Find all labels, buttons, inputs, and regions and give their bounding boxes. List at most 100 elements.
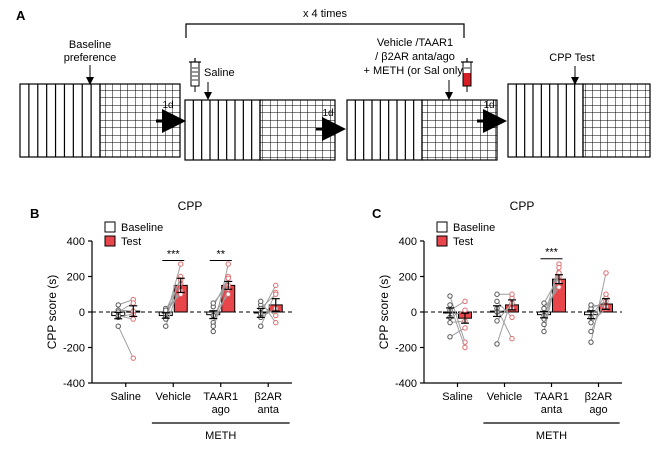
x-tick-label: β2AR	[585, 391, 613, 403]
baseline-point	[494, 341, 500, 347]
y-tick-label: -400	[395, 378, 417, 390]
group-label: METH	[205, 430, 236, 442]
y-tick-label: -200	[395, 343, 417, 355]
x-tick-label: anta	[541, 404, 563, 416]
legend-test-label: Test	[121, 236, 141, 248]
y-tick-label: 0	[79, 307, 85, 319]
panel-c-legend: Baseline Test	[436, 221, 495, 248]
legend-baseline-label: Baseline	[121, 222, 163, 234]
y-tick-label: 200	[399, 272, 417, 284]
paired-line	[165, 279, 182, 311]
test-point	[509, 314, 515, 321]
baseline-point	[447, 334, 453, 340]
chamber-saline	[184, 99, 336, 161]
baseline-point	[541, 321, 547, 328]
x-tick-label: ago	[589, 404, 607, 416]
significance-label: **	[216, 249, 225, 261]
baseline-point	[115, 323, 121, 329]
x-tick-label: TAAR1	[534, 391, 569, 403]
baseline-point	[163, 323, 169, 329]
baseline-point	[588, 339, 594, 345]
baseline-point	[494, 318, 500, 324]
baseline-point	[588, 319, 594, 326]
baseline-label-1: Baseline	[69, 39, 111, 51]
panel-a: A x 4 times Baseline preference 1d	[16, 8, 651, 161]
test-point	[273, 282, 279, 289]
test-point	[130, 355, 136, 361]
y-tick-label: -200	[63, 343, 85, 355]
test-point	[130, 300, 136, 306]
x-tick-label: Saline	[442, 391, 473, 403]
test-point	[130, 316, 136, 322]
baseline-point	[588, 302, 594, 308]
panel-b-ylabel: CPP score (s)	[45, 275, 59, 349]
baseline-point	[163, 307, 169, 313]
baseline-point	[210, 328, 216, 335]
paired-line	[590, 297, 607, 332]
x-tick-label: Vehicle	[156, 391, 191, 403]
baseline-point	[447, 302, 453, 308]
interval-2-label: 1d	[322, 108, 333, 119]
repeat-bracket	[185, 23, 465, 38]
paired-line	[449, 309, 466, 318]
paired-line	[212, 293, 229, 316]
test-point	[603, 270, 609, 276]
baseline-point	[494, 291, 500, 297]
chamber-test	[507, 83, 651, 158]
legend-test-label: Test	[453, 236, 473, 248]
y-tick-label: 200	[67, 272, 85, 284]
treatment-line-1: Vehicle /TAAR1	[377, 37, 453, 49]
significance-label: ***	[545, 247, 559, 259]
test-label: CPP Test	[549, 52, 594, 64]
paired-line	[117, 325, 134, 359]
test-point	[178, 261, 184, 267]
y-tick-label: 400	[399, 236, 417, 248]
interval-3-label: 1d	[483, 100, 494, 111]
test-point	[462, 344, 468, 351]
legend-test-swatch	[104, 235, 116, 247]
legend-baseline-label: Baseline	[453, 222, 495, 234]
test-point	[603, 291, 609, 297]
test-point	[509, 291, 515, 297]
legend-baseline-swatch	[436, 221, 448, 233]
test-point	[273, 291, 279, 297]
panel-c-ylabel: CPP score (s)	[377, 275, 391, 349]
baseline-point	[447, 319, 453, 326]
treatment-line-2: / β2AR anta/ago	[375, 51, 455, 63]
paired-line	[260, 301, 277, 323]
y-tick-label: 400	[67, 236, 85, 248]
test-point	[273, 319, 279, 326]
legend-baseline-swatch	[104, 221, 116, 233]
panel-c-title: CPP	[510, 199, 535, 213]
test-point	[225, 275, 231, 281]
baseline-point	[541, 328, 547, 335]
paired-line	[449, 295, 466, 343]
treatment-line-3: + METH (or Sal only)	[364, 65, 467, 77]
panel-b-chart: B CPP CPP score (s) Baseline Test 400 200…	[30, 199, 292, 442]
paired-line	[449, 304, 466, 348]
test-point	[225, 261, 231, 267]
paired-line	[449, 327, 466, 338]
saline-label: Saline	[204, 67, 235, 79]
test-point	[509, 335, 515, 342]
baseline-point	[541, 305, 547, 312]
x-tick-label: Vehicle	[487, 391, 522, 403]
y-tick-label: 0	[411, 307, 417, 319]
baseline-point	[588, 328, 594, 335]
group-label: METH	[536, 430, 567, 442]
syringe-saline-icon	[189, 58, 201, 92]
baseline-point	[115, 302, 121, 308]
panel-a-label: A	[16, 8, 26, 23]
baseline-point	[210, 300, 216, 306]
x-tick-label: ago	[212, 404, 230, 416]
panel-b-title: CPP	[178, 199, 203, 213]
interval-1-label: 1d	[162, 100, 173, 111]
panel-c-chart: C CPP CPP score (s) Baseline Test 400 200…	[372, 199, 622, 442]
significance-label: ***	[167, 249, 181, 261]
panel-b-label: B	[30, 206, 39, 221]
x-tick-label: Saline	[110, 391, 141, 403]
paired-line	[212, 278, 229, 307]
paired-line	[212, 288, 229, 327]
test-point	[462, 307, 468, 313]
